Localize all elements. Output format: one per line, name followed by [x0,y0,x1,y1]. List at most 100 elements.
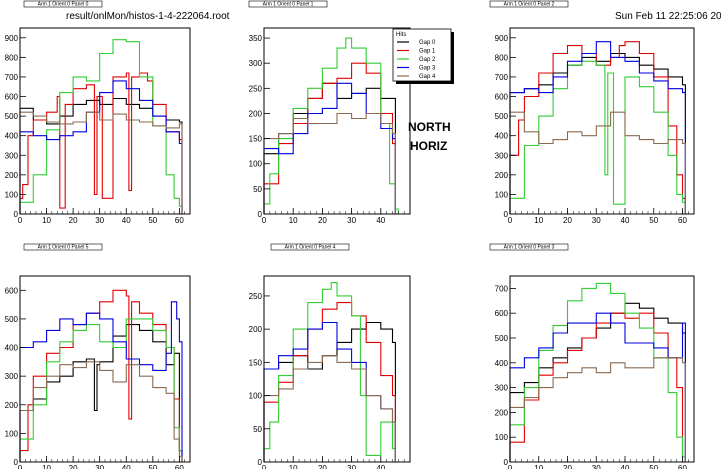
y-tick-label: 400 [5,344,19,353]
panel-title-box [489,243,569,251]
legend-entry: Gap 3 [419,66,436,72]
series-gap-0 [263,321,396,462]
y-tick-label: 900 [495,34,509,43]
x-tick-label: 20 [563,464,572,469]
x-tick-label: 0 [508,464,513,469]
plot-frame [19,27,191,215]
x-tick-label: 60 [678,464,687,469]
panel-title-box [23,243,103,251]
y-tick-label: 150 [249,135,263,144]
y-tick-label: 600 [5,286,19,295]
y-tick-label: 600 [5,93,19,102]
series-gap-3 [19,301,183,462]
plot-frame [509,27,695,215]
x-tick-label: 30 [95,464,104,469]
timestamp: Sun Feb 11 22:25:06 2007 [615,11,721,22]
series-gap-4 [509,111,686,214]
histogram-panel-5: Arm 1 Orient 0 Panel 30 10 20 30 40 50 6001002… [489,243,695,469]
y-tick-label: 800 [495,53,509,62]
histogram-panel-3: Arm 1 Orient 0 Panel 50 10 20 30 40 50 6001002… [5,243,191,469]
series-gap-1 [19,289,183,462]
series-gap-4 [19,111,183,214]
panel-title: Arm 1 Orient 0 Panel 1 [263,2,314,8]
x-tick-label: 20 [563,216,572,225]
x-tick-label: 40 [122,216,131,225]
series-gap-0 [19,324,183,462]
series-gap-1 [509,41,686,214]
series-gap-2 [19,39,183,214]
panel-title: Arm 1 Orient 0 Panel 5 [38,245,89,251]
x-tick-label: 50 [148,216,157,225]
series-gap-2 [509,60,686,214]
y-tick-label: 0 [14,458,19,467]
panel-title-box [489,0,569,8]
x-tick-label: 20 [69,216,78,225]
y-tick-label: 300 [5,151,19,160]
y-tick-label: 700 [495,73,509,82]
legend-title: Hits [396,32,406,38]
series-gap-2 [19,318,183,462]
x-tick-label: 0 [262,464,267,469]
y-tick-label: 300 [5,372,19,381]
y-tick-label: 100 [495,433,509,442]
y-tick-label: 100 [495,190,509,199]
x-tick-label: 50 [148,464,157,469]
legend: Hits Gap 0 Gap 1 Gap 2 Gap 3 Gap 4 [392,28,454,84]
histogram-panel-2: Arm 1 Orient 0 Panel 20 10 20 30 40 50 6001002… [489,0,695,225]
y-tick-label: 500 [495,334,509,343]
orient-label: HORIZ [410,139,448,153]
panel-title: Arm 1 Orient 0 Panel 3 [504,245,555,251]
series-gap-3 [263,82,396,214]
series-gap-0 [509,302,686,462]
y-tick-label: 900 [5,34,19,43]
y-tick-label: 500 [495,112,509,121]
y-tick-label: 50 [253,425,262,434]
panel-title-box [248,0,328,8]
x-tick-label: 0 [18,464,23,469]
y-tick-label: 100 [5,190,19,199]
x-tick-label: 20 [318,216,327,225]
y-tick-label: 200 [495,408,509,417]
x-tick-label: 40 [621,216,630,225]
x-tick-label: 60 [678,216,687,225]
x-tick-label: 50 [649,464,658,469]
x-tick-label: 0 [508,216,513,225]
y-tick-label: 100 [249,392,263,401]
y-tick-label: 0 [504,458,509,467]
x-tick-label: 30 [347,464,356,469]
y-tick-label: 700 [495,284,509,293]
series-gap-1 [263,302,396,462]
root-file-path: result/onlMon/histos-1-4-222064.root [66,11,230,22]
x-tick-label: 40 [376,216,385,225]
y-tick-label: 500 [5,112,19,121]
y-tick-label: 300 [495,151,509,160]
y-tick-label: 200 [5,401,19,410]
panel-title: Arm 1 Orient 0 Panel 4 [285,245,336,251]
series-gap-4 [509,357,686,462]
x-tick-label: 10 [534,216,543,225]
y-tick-label: 400 [495,359,509,368]
series-gap-4 [263,355,396,462]
arm-label: NORTH [408,120,451,134]
y-tick-label: 0 [14,210,19,219]
panel-title-box [270,243,350,251]
y-tick-label: 250 [249,84,263,93]
series-gap-3 [509,41,686,214]
x-tick-label: 50 [649,216,658,225]
series-gap-2 [263,282,396,462]
histogram-panel-1: Arm 1 Orient 0 Panel 1 0 10 20 30 40 0 50 100 150… [248,0,411,225]
y-tick-label: 0 [258,210,263,219]
y-tick-label: 800 [5,53,19,62]
legend-entry: Gap 4 [419,74,436,80]
x-tick-label: 40 [376,464,385,469]
x-tick-label: 10 [534,464,543,469]
plot-frame [19,275,191,463]
y-tick-label: 700 [5,73,19,82]
histogram-panel-0: Arm 1 Orient 0 Panel 00 10 20 30 40 50 6001002… [5,0,191,225]
panel-title: Arm 1 Orient 0 Panel 2 [504,2,555,8]
y-tick-label: 300 [249,59,263,68]
x-tick-label: 10 [42,464,51,469]
y-tick-label: 500 [5,315,19,324]
y-tick-label: 150 [249,358,263,367]
y-tick-label: 600 [495,309,509,318]
